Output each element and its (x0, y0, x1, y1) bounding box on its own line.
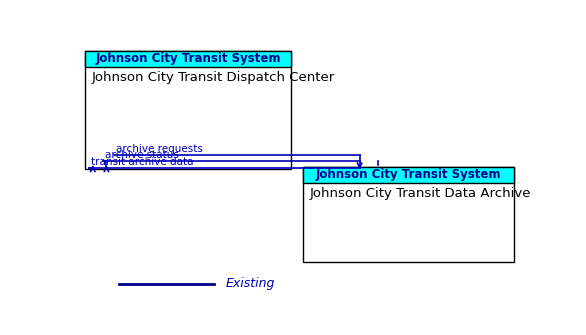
Text: transit archive data: transit archive data (91, 157, 194, 167)
Text: archive requests: archive requests (117, 144, 203, 154)
Bar (302, 166, 514, 262)
Bar (84, 51, 291, 67)
Text: Johnson City Transit System: Johnson City Transit System (95, 52, 281, 65)
Bar (84, 51, 291, 169)
Text: archive status: archive status (105, 150, 179, 160)
Text: Johnson City Transit System: Johnson City Transit System (315, 169, 501, 182)
Bar (302, 166, 514, 183)
Text: Existing: Existing (226, 277, 275, 290)
Text: Johnson City Transit Data Archive: Johnson City Transit Data Archive (309, 187, 531, 200)
Text: Johnson City Transit Dispatch Center: Johnson City Transit Dispatch Center (91, 71, 335, 84)
